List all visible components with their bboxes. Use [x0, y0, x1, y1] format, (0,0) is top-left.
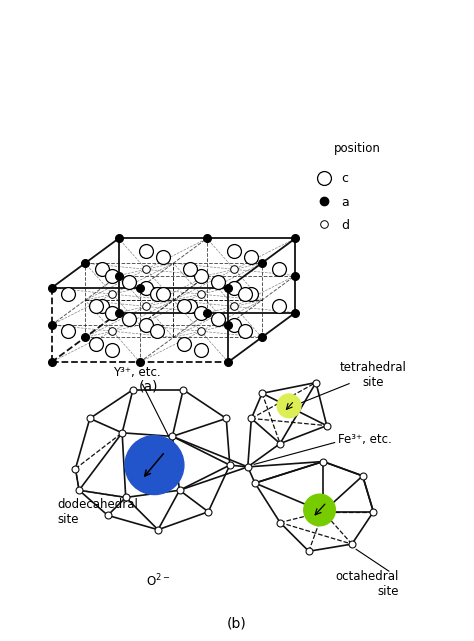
- Text: (a): (a): [139, 379, 158, 393]
- Text: dodecahedral
site: dodecahedral site: [57, 498, 138, 526]
- Text: d: d: [341, 219, 349, 231]
- Text: tetrahedral
site: tetrahedral site: [340, 362, 407, 389]
- Text: Fe³⁺, etc.: Fe³⁺, etc.: [337, 433, 391, 447]
- Text: c: c: [341, 172, 348, 185]
- Circle shape: [125, 436, 184, 495]
- Text: a: a: [341, 196, 348, 209]
- Circle shape: [277, 394, 301, 418]
- Text: position: position: [334, 142, 381, 154]
- Circle shape: [304, 494, 336, 526]
- Text: octahedral
site: octahedral site: [335, 570, 399, 597]
- Text: Y³⁺, etc.: Y³⁺, etc.: [113, 366, 171, 441]
- Text: O$^{2-}$: O$^{2-}$: [146, 573, 170, 589]
- Text: (b): (b): [227, 616, 247, 630]
